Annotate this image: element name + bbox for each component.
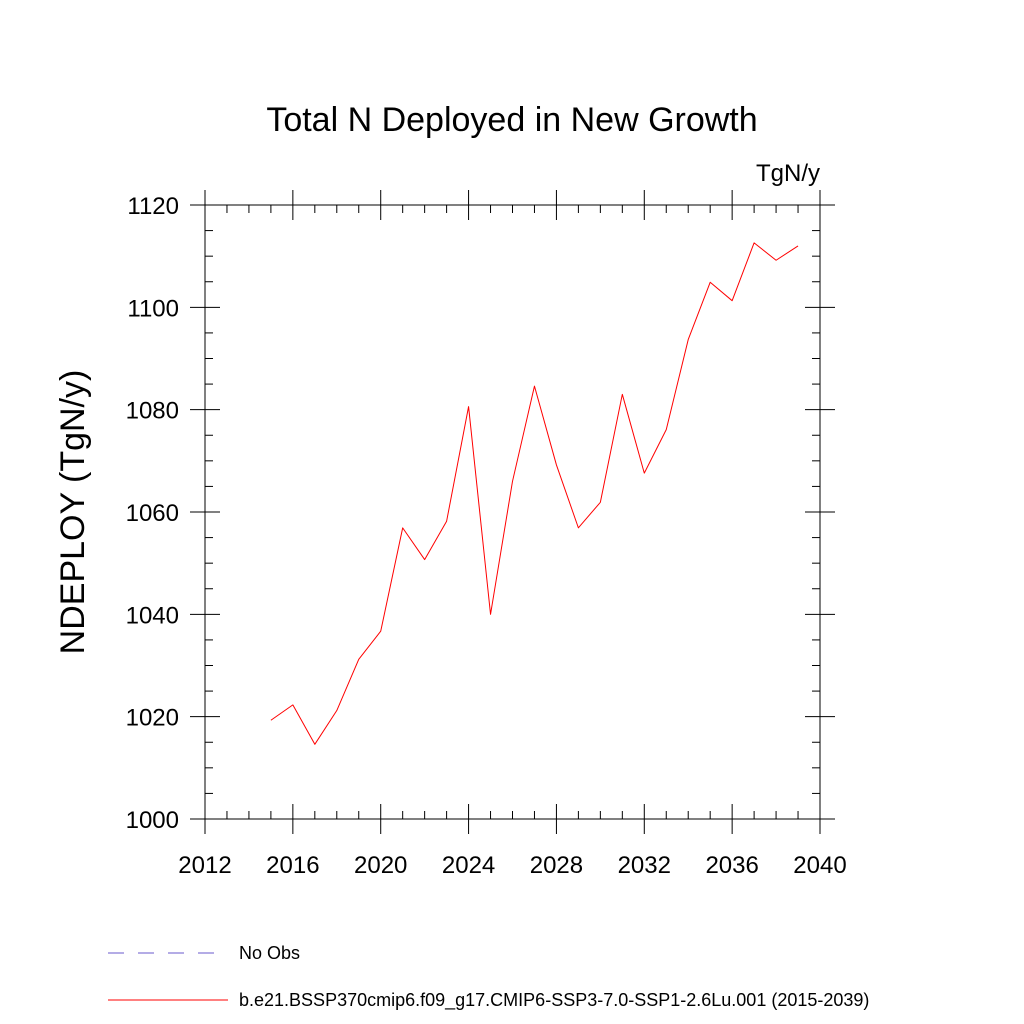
y-tick-label: 1040 [126, 602, 179, 629]
y-axis-label: NDEPLOY (TgN/y) [54, 370, 92, 655]
y-tick-labels: 1000 1020 1040 1060 1080 1100 1120 [126, 193, 179, 834]
x-tick-label: 2024 [442, 852, 495, 879]
units-label: TgN/y [756, 160, 820, 187]
x-tick-label: 2016 [266, 852, 319, 879]
x-tick-labels: 2012 2016 2020 2024 2028 2032 2036 2040 [178, 852, 846, 879]
x-tick-label: 2036 [705, 852, 758, 879]
legend-label-no-obs: No Obs [239, 943, 300, 963]
series-lines [270, 242, 799, 745]
x-tick-label: 2028 [530, 852, 583, 879]
y-tick-label: 1120 [127, 193, 179, 220]
series-line-1 [270, 242, 799, 745]
y-tick-label: 1060 [126, 500, 179, 527]
x-tick-label: 2020 [354, 852, 407, 879]
chart-title: Total N Deployed in New Growth [266, 101, 757, 139]
axis-ticks [190, 190, 835, 834]
x-tick-label: 2012 [178, 852, 231, 879]
x-tick-label: 2040 [793, 852, 846, 879]
y-tick-label: 1020 [126, 705, 179, 732]
legend-label-run: b.e21.BSSP370cmip6.f09_g17.CMIP6-SSP3-7.… [239, 990, 869, 1011]
x-tick-label: 2032 [618, 852, 671, 879]
y-tick-label: 1080 [126, 398, 179, 425]
y-tick-label: 1100 [127, 295, 179, 322]
legend: No Obs b.e21.BSSP370cmip6.f09_g17.CMIP6-… [108, 943, 869, 1011]
y-tick-label: 1000 [126, 807, 179, 834]
